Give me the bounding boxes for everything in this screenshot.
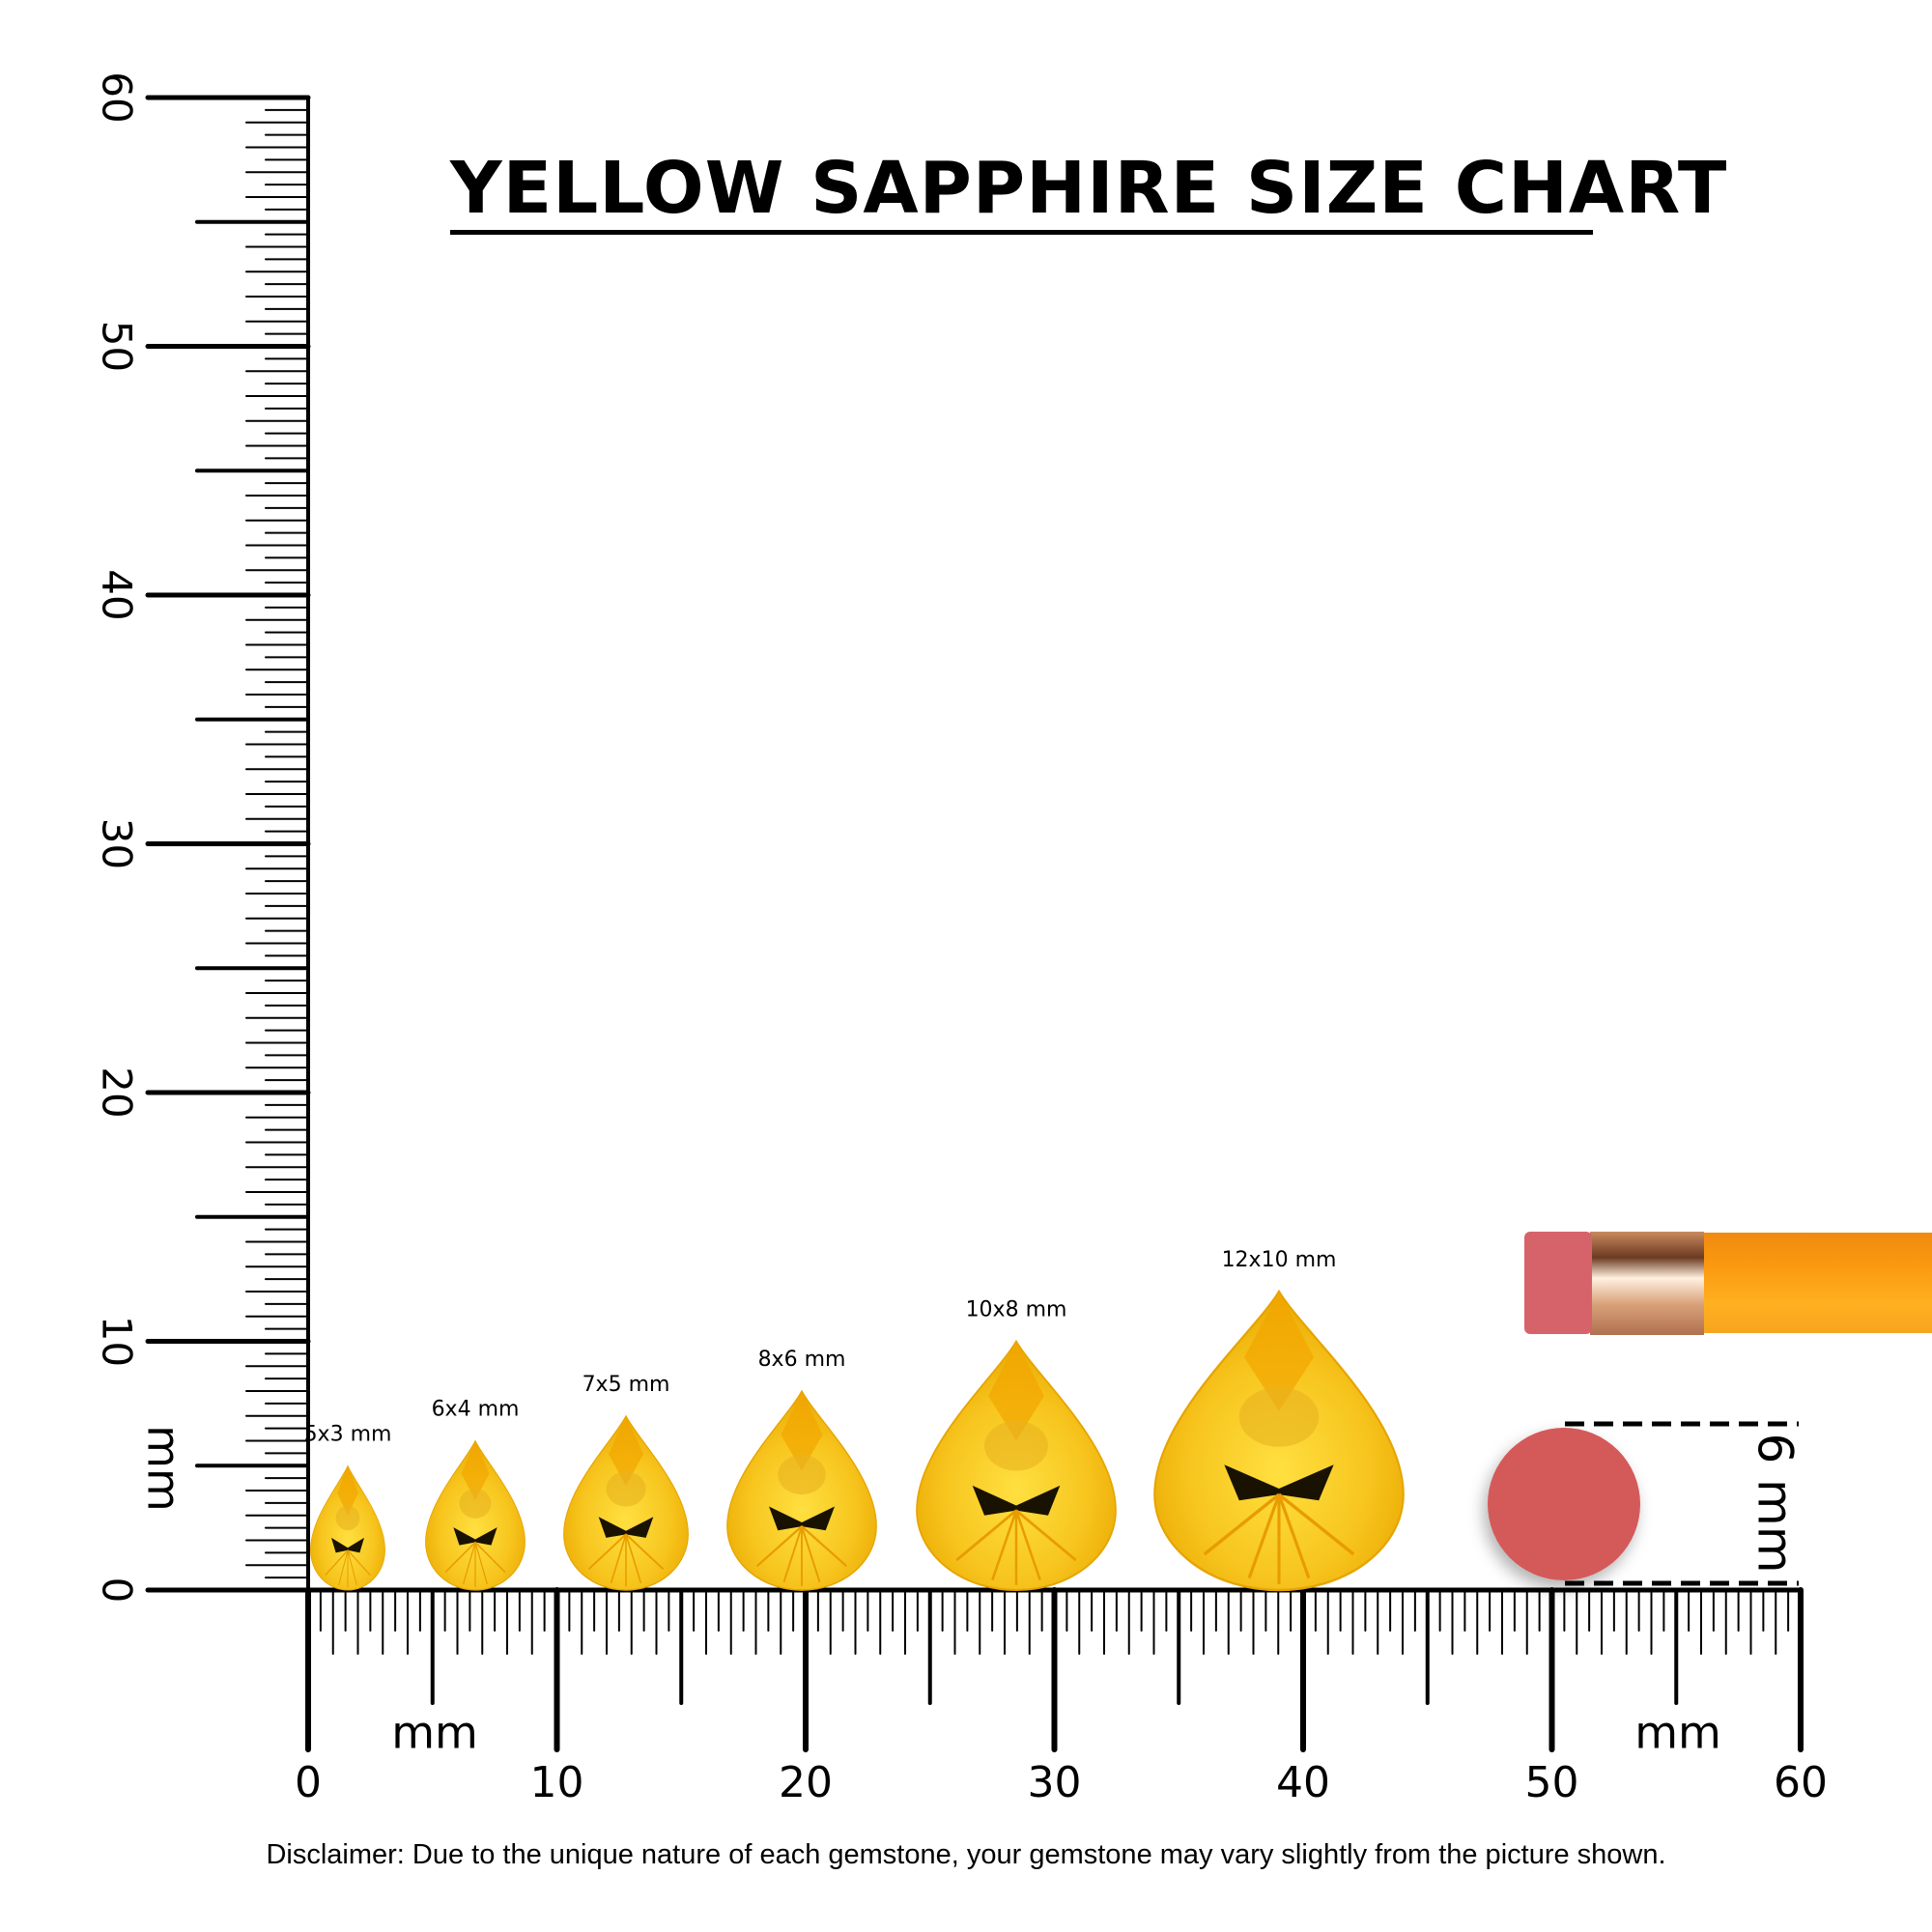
gem-pear — [726, 1389, 877, 1591]
title-underline — [450, 230, 1593, 235]
horizontal-tick-label: 20 — [779, 1758, 833, 1807]
vertical-tick-label: 40 — [94, 569, 141, 620]
gem-size-label: 7x5 mm — [582, 1373, 670, 1397]
disclaimer: Disclaimer: Due to the unique nature of … — [266, 1839, 1666, 1870]
vertical-tick-label: 10 — [94, 1316, 141, 1367]
gem-size-label: 8x6 mm — [758, 1348, 846, 1372]
gem-pear — [563, 1414, 689, 1591]
horizontal-unit-label: mm — [391, 1707, 478, 1759]
horizontal-tick-label: 30 — [1028, 1758, 1082, 1807]
vertical-unit-label: mm — [138, 1425, 190, 1512]
gem-size-label: 12x10 mm — [1222, 1248, 1337, 1272]
horizontal-tick-label: 10 — [530, 1758, 584, 1807]
horizontal-tick-label: 0 — [295, 1758, 322, 1807]
pencil-body — [1702, 1233, 1932, 1333]
horizontal-tick-label: 40 — [1276, 1758, 1330, 1807]
vertical-tick-label: 20 — [94, 1066, 141, 1118]
vertical-tick-label: 50 — [94, 321, 141, 372]
gem-size-label: 10x8 mm — [966, 1298, 1067, 1322]
horizontal-unit-label: mm — [1634, 1707, 1721, 1759]
pencil-ferrule — [1590, 1232, 1704, 1335]
pencil-illustration — [1524, 1232, 1932, 1335]
eraser-reference-circle — [1488, 1428, 1640, 1580]
pencil-eraser — [1524, 1232, 1592, 1334]
horizontal-tick-label: 60 — [1774, 1758, 1828, 1807]
reference-label: 6 mm — [1747, 1433, 1804, 1573]
vertical-tick-label: 30 — [94, 818, 141, 869]
gem-pear — [310, 1464, 385, 1591]
gem-size-label: 5x3 mm — [304, 1422, 392, 1446]
gem-pear — [425, 1439, 526, 1591]
vertical-tick-label: 60 — [94, 71, 141, 123]
page-title: YELLOW SAPPHIRE SIZE CHART — [450, 147, 1728, 230]
vertical-tick-label: 0 — [94, 1577, 141, 1604]
gem-row: 5x3 mm 6x4 mm 7x5 mm 8x6 mm 10x8 mm 12x10 mm — [304, 1248, 1405, 1592]
horizontal-tick-label: 50 — [1525, 1758, 1579, 1807]
gem-size-label: 6x4 mm — [432, 1398, 520, 1422]
gem-pear — [1153, 1289, 1405, 1592]
horizontal-ruler: 0 10 20 30 40 50 60 mm mm — [295, 1587, 1828, 1807]
vertical-ruler: 0 10 20 30 40 50 60 mm — [94, 71, 311, 1604]
gem-pear — [916, 1339, 1117, 1591]
